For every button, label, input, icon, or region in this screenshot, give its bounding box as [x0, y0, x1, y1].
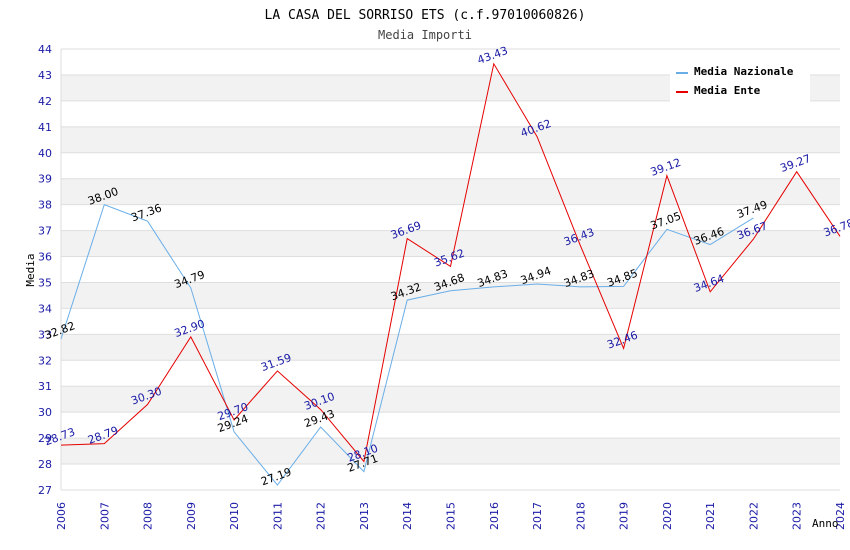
legend-label-ente: Media Ente: [694, 84, 761, 97]
chart-title: LA CASA DEL SORRISO ETS (c.f.97010060826…: [265, 8, 586, 23]
grid-band: [61, 386, 840, 413]
y-tick-label: 40: [38, 147, 52, 160]
y-tick-label: 34: [38, 302, 52, 315]
x-tick-label: 2009: [185, 502, 198, 530]
x-tick-label: 2013: [358, 502, 371, 530]
x-tick-label: 2019: [618, 502, 631, 530]
series-lines: [60, 62, 841, 486]
x-tick-label: 2011: [271, 502, 284, 530]
grid-band: [61, 282, 840, 309]
y-tick-label: 44: [38, 43, 52, 56]
x-tick-label: 2018: [574, 502, 587, 530]
x-tick-label: 2008: [142, 502, 155, 530]
x-tick-label: 2022: [747, 502, 760, 530]
x-tick-label: 2021: [704, 502, 717, 530]
series-line-0: [60, 203, 754, 486]
x-tick-label: 2007: [98, 502, 111, 530]
y-tick-label: 36: [38, 251, 52, 264]
x-axis-label: Anno: [812, 517, 839, 530]
y-tick-label: 39: [38, 173, 52, 186]
x-axis-ticks: 2006 2007 2008 2009 2010 2011 2012 2013 2014 2015…: [55, 502, 847, 530]
data-label: 37.05: [649, 210, 683, 233]
y-tick-label: 38: [38, 199, 52, 212]
legend-label-nazionale: Media Nazionale: [694, 65, 794, 78]
data-label: 43.43: [476, 44, 510, 67]
y-tick-label: 29: [38, 432, 52, 445]
x-tick-label: 2020: [661, 502, 674, 530]
chart-subtitle: Media Importi: [378, 28, 472, 42]
y-axis-ticks: 27 28 29 30 31 32 33 34 35 36 37 38 39 40 41 42 43 44: [38, 43, 52, 497]
data-label: 39.12: [649, 156, 683, 179]
x-tick-label: 2006: [55, 502, 68, 530]
y-tick-label: 43: [38, 69, 52, 82]
x-tick-label: 2016: [488, 502, 501, 530]
y-tick-label: 35: [38, 276, 52, 289]
y-tick-label: 37: [38, 225, 52, 238]
y-tick-label: 31: [38, 380, 52, 393]
grid-bands: [61, 74, 840, 465]
grid-lines: [60, 48, 840, 491]
y-axis-label: Media: [24, 253, 37, 286]
y-tick-label: 28: [38, 458, 52, 471]
x-tick-label: 2012: [315, 502, 328, 530]
data-label: 39.27: [778, 152, 812, 175]
legend-box: [670, 60, 810, 102]
grid-band: [61, 230, 840, 257]
x-tick-label: 2023: [791, 502, 804, 530]
x-tick-label: 2024: [834, 502, 847, 530]
grid-band: [61, 334, 840, 361]
series-line-1: [60, 62, 841, 463]
y-tick-label: 42: [38, 95, 52, 108]
legend: Media Nazionale Media Ente: [670, 60, 810, 102]
y-tick-label: 27: [38, 484, 52, 497]
y-tick-label: 41: [38, 121, 52, 134]
x-tick-label: 2010: [228, 502, 241, 530]
x-tick-label: 2017: [531, 502, 544, 530]
grid-band: [61, 438, 840, 465]
x-tick-label: 2015: [445, 502, 458, 530]
grid-band: [61, 126, 840, 153]
y-tick-label: 33: [38, 328, 52, 341]
data-labels: 32.8238.0037.3634.7929.2427.1929.4327.71…: [43, 44, 850, 488]
y-tick-label: 30: [38, 406, 52, 419]
y-tick-label: 32: [38, 354, 52, 367]
grid-band: [61, 178, 840, 205]
x-tick-label: 2014: [401, 502, 414, 530]
